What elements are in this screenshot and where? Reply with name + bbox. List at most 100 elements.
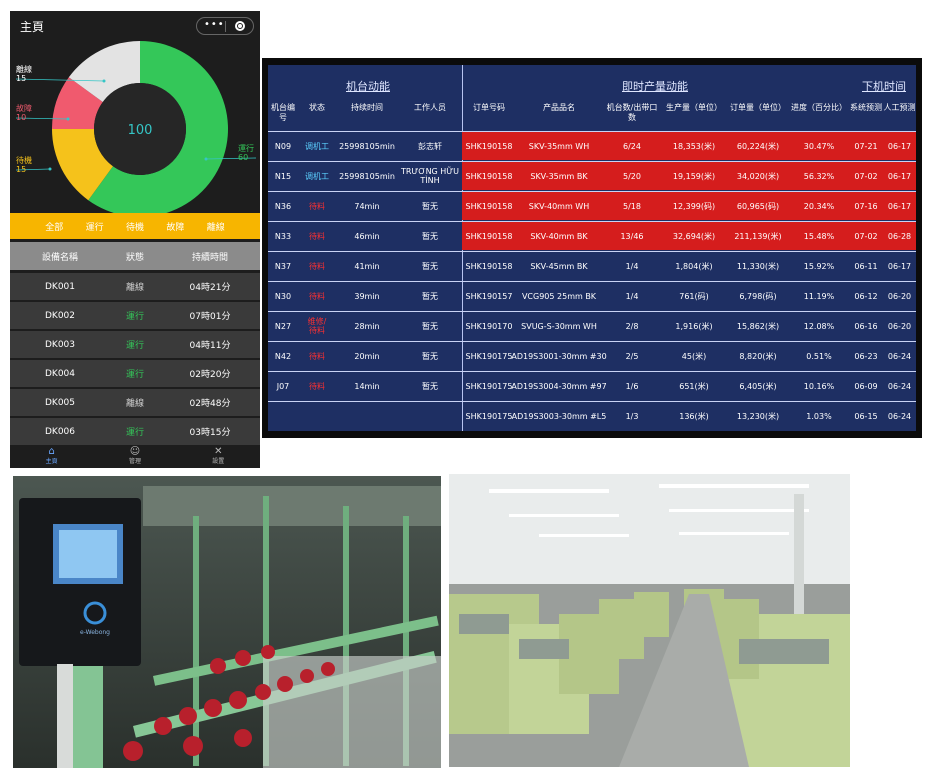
output-qty: 32,694(米) xyxy=(672,231,716,241)
capsule-divider xyxy=(225,21,226,32)
header-duration: 持續時間 xyxy=(191,252,228,263)
machine-id: N30 xyxy=(274,291,292,301)
status-filter-bar: 全部 運行 待機 故障 離線 xyxy=(10,213,260,239)
machine-ratio: 1/4 xyxy=(625,291,639,301)
production-row[interactable]: SHK190175 AD19S3003-30mm #L5 1/3 136(米) 13,2… xyxy=(268,401,916,430)
machine-id: N09 xyxy=(274,141,292,151)
production-row[interactable]: N15 调机工 25998105min TRƯƠNG HỮU TÌNH SHK19015… xyxy=(268,161,916,191)
donut-segment-label: 待機 15 xyxy=(16,156,32,174)
system-forecast: 06-16 xyxy=(854,321,878,331)
tab-settings[interactable]: ✕ 設置 xyxy=(188,446,248,468)
order-qty: 6,798(码) xyxy=(739,291,777,301)
machine-ratio: 13/46 xyxy=(620,231,644,241)
machine-panel-bg xyxy=(268,132,462,161)
progress-percent: 30.47% xyxy=(803,141,835,151)
output-qty: 1,916(米) xyxy=(675,321,713,331)
operator xyxy=(398,402,462,430)
red-spool-row xyxy=(123,645,335,761)
product-name: SKV-35mm WH xyxy=(528,141,590,151)
section-title-production: 即时产量动能 xyxy=(622,80,688,93)
system-forecast: 06-11 xyxy=(854,261,878,271)
status-duration: 14min xyxy=(354,381,380,391)
tv-monitor: 机台动能 即时产量动能 下机时间 机台编号 状态 持续时间 工作人员 订单号码 产品品名 机… xyxy=(262,58,922,438)
tab-home[interactable]: ⌂ 主頁 xyxy=(22,446,82,468)
controller-box: e-Webong xyxy=(19,498,141,768)
production-row[interactable]: N30 待料 39min 暂无 SHK190157 VCG905 25mm BK 1/4 76… xyxy=(268,281,916,310)
manual-forecast: 06-20 xyxy=(887,291,912,301)
filter-running[interactable]: 運行 xyxy=(85,222,104,233)
device-row[interactable]: DK002 運行 07時01分 xyxy=(10,302,260,329)
operator: 暂无 xyxy=(422,351,438,361)
manual-forecast: 06-28 xyxy=(887,231,912,241)
device-row[interactable]: DK001 離線 04時21分 xyxy=(10,273,260,300)
operator: 暂无 xyxy=(422,201,438,211)
section-title-machine: 机台动能 xyxy=(346,80,390,93)
machine-id xyxy=(268,402,298,430)
device-row[interactable]: DK005 離線 02時48分 xyxy=(10,389,260,416)
donut-leader-line xyxy=(15,78,105,82)
production-row[interactable]: N33 待料 46min 暂无 SHK190158 SKV-40mm BK 13/46 32,… xyxy=(268,221,916,251)
status-duration xyxy=(336,402,398,430)
device-name: DK004 xyxy=(44,368,75,379)
device-row[interactable]: DK003 運行 04時11分 xyxy=(10,331,260,358)
segment-name: 待機 xyxy=(16,156,32,165)
more-dots-icon[interactable]: ••• xyxy=(204,19,225,30)
device-row[interactable]: DK004 運行 02時20分 xyxy=(10,360,260,387)
device-name: DK006 xyxy=(44,426,75,437)
status-duration: 28min xyxy=(354,321,380,331)
machine-id: N37 xyxy=(274,261,292,271)
target-icon[interactable] xyxy=(235,21,245,31)
system-forecast: 06-12 xyxy=(854,291,878,301)
system-forecast: 06-15 xyxy=(854,411,878,421)
donut-segment[interactable] xyxy=(88,41,228,213)
machine-status: 调机工 xyxy=(305,141,329,151)
production-row[interactable]: N09 调机工 25998105min 彭志轩 SHK190158 SKV-35mm WH… xyxy=(268,131,916,161)
production-row[interactable]: J07 待料 14min 暂无 SHK190175 AD19S3004-30mm #97 1… xyxy=(268,371,916,400)
order-qty: 211,139(米) xyxy=(734,231,782,241)
operator: 暂无 xyxy=(422,231,438,241)
device-name: DK005 xyxy=(44,397,75,408)
donut-segment[interactable] xyxy=(52,77,103,129)
machine-ratio: 2/5 xyxy=(625,351,639,361)
product-name: SKV-35mm BK xyxy=(530,171,588,181)
system-forecast: 07-16 xyxy=(854,201,878,211)
production-row[interactable]: N36 待料 74min 暂无 SHK190158 SKV-40mm WH 5/18 12,3… xyxy=(268,191,916,221)
order-number: SHK190158 xyxy=(465,201,513,211)
filter-all[interactable]: 全部 xyxy=(45,222,64,233)
brand-logo-icon xyxy=(83,601,107,625)
mini-program-capsule[interactable]: ••• xyxy=(196,17,254,35)
order-qty: 60,965(码) xyxy=(736,201,780,211)
production-row[interactable]: N42 待料 20min 暂无 SHK190175 AD19S3001-30mm #30 2… xyxy=(268,341,916,370)
tab-manage-label: 管理 xyxy=(128,458,141,465)
progress-percent: 11.19% xyxy=(803,291,835,301)
tab-manage[interactable]: ☺ 管理 xyxy=(105,446,165,468)
machine-status: 待料 xyxy=(309,381,325,391)
machine-status: 待料 xyxy=(309,291,325,301)
filter-standby[interactable]: 待機 xyxy=(125,222,144,233)
tab-home-label: 主頁 xyxy=(45,458,58,465)
filter-fault[interactable]: 故障 xyxy=(166,222,185,233)
product-name: AD19S3001-30mm #30 xyxy=(511,351,607,361)
tab-settings-label: 設置 xyxy=(212,458,225,465)
column-header: 系统预测 xyxy=(850,103,882,112)
donut-segment[interactable] xyxy=(68,41,140,102)
production-row[interactable]: N27 维修/待料 28min 暂无 SHK190170 SVUG-S-30mm WH 2/… xyxy=(268,311,916,340)
donut-segment[interactable] xyxy=(52,129,113,201)
manual-forecast: 06-17 xyxy=(887,171,912,181)
production-row[interactable]: N37 待料 41min 暂无 SHK190158 SKV-45mm BK 1/4 1,804… xyxy=(268,251,916,280)
order-qty: 6,405(米) xyxy=(739,381,777,391)
operator: TRƯƠNG HỮU TÌNH xyxy=(400,167,460,185)
device-table-header: 設備名稱 狀態 持續時間 xyxy=(10,242,260,270)
machine-status: 调机工 xyxy=(305,171,329,181)
device-row[interactable]: DK006 運行 03時15分 xyxy=(10,418,260,445)
device-table-body: DK001 離線 04時21分 DK002 運行 07時01分 DK003 運行 04時11分 D… xyxy=(10,273,260,447)
status-duration: 46min xyxy=(354,231,380,241)
order-qty: 15,862(米) xyxy=(736,321,780,331)
system-forecast: 07-02 xyxy=(854,231,878,241)
segment-value: 15 xyxy=(16,74,27,83)
donut-center xyxy=(94,83,186,175)
product-name: VCG905 25mm BK xyxy=(521,291,597,301)
filter-offline[interactable]: 離線 xyxy=(206,222,225,233)
system-forecast: 07-02 xyxy=(854,171,878,181)
machine-ratio: 1/4 xyxy=(625,261,639,271)
